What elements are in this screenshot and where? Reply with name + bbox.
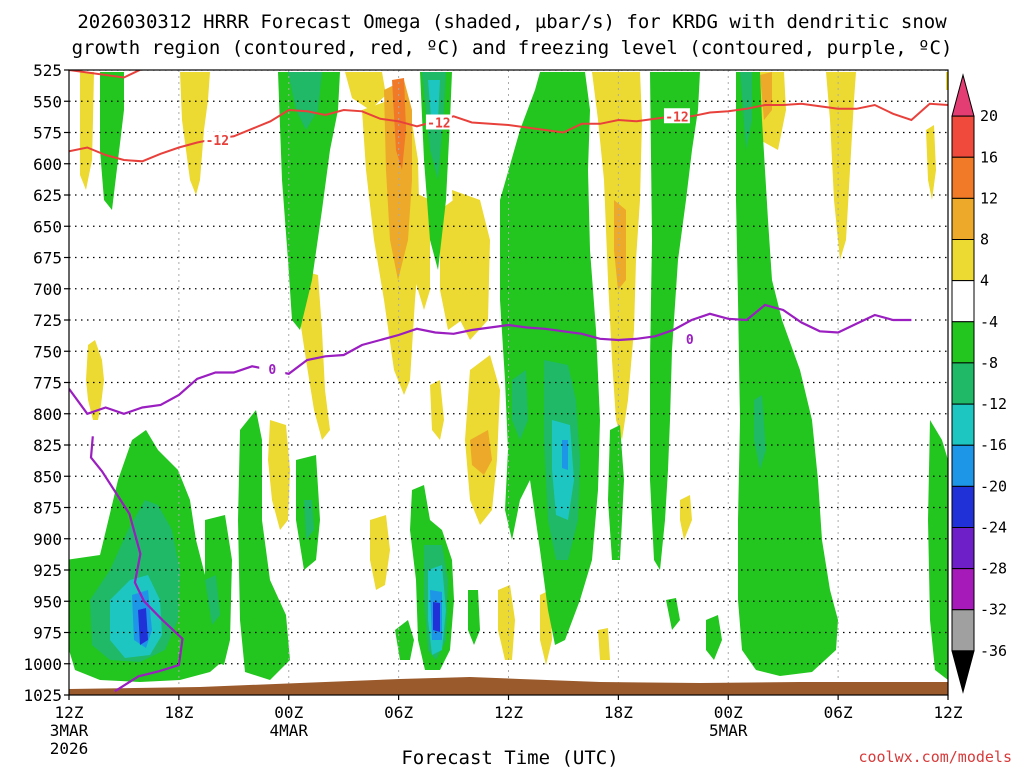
colorbar-label: -12 bbox=[980, 395, 1007, 413]
colorbar-bin bbox=[951, 609, 975, 652]
x-tick-label: 18Z bbox=[164, 703, 193, 722]
x-tick-label: 00Z bbox=[274, 703, 303, 722]
x-tick-date: 3MAR bbox=[50, 721, 89, 740]
y-tick-label: 550 bbox=[33, 92, 62, 111]
colorbar-bin bbox=[951, 362, 975, 405]
x-tick-label: 12Z bbox=[934, 703, 963, 722]
dgz-contour-upper-line bbox=[69, 70, 143, 79]
credit-text: coolwx.com/models bbox=[858, 748, 1012, 766]
contour-label-bg bbox=[204, 132, 231, 147]
y-tick-label: 925 bbox=[33, 561, 62, 580]
x-tick-label: 12Z bbox=[55, 703, 84, 722]
y-tick-label: 875 bbox=[33, 499, 62, 518]
y-tick-label: 750 bbox=[33, 342, 62, 361]
contour-label-bg bbox=[425, 114, 452, 130]
colorbar-bin bbox=[951, 115, 975, 158]
y-tick-label: 700 bbox=[33, 280, 62, 299]
ground-terrain bbox=[69, 677, 948, 695]
y-tick-label: 600 bbox=[33, 155, 62, 174]
chart-title-line2: growth region (contoured, red, ºC) and f… bbox=[72, 37, 953, 59]
x-tick-label: 12Z bbox=[494, 703, 523, 722]
y-tick-label: 725 bbox=[33, 311, 62, 330]
colorbar-bin bbox=[951, 197, 975, 241]
colorbar-bin bbox=[951, 403, 975, 446]
colorbar-bin bbox=[951, 73, 975, 117]
y-tick-label: 950 bbox=[33, 592, 62, 611]
colorbar-bin bbox=[951, 280, 975, 323]
x-tick-label: 06Z bbox=[384, 703, 413, 722]
colorbar-label: -8 bbox=[980, 354, 998, 372]
omega-shading bbox=[69, 72, 948, 682]
contour-label: 0 bbox=[686, 333, 694, 348]
colorbar-label: -32 bbox=[980, 601, 1007, 619]
colorbar-label: 8 bbox=[980, 231, 989, 249]
y-tick-label: 825 bbox=[33, 436, 62, 455]
y-tick-label: 775 bbox=[33, 374, 62, 393]
x-tick-label: 06Z bbox=[824, 703, 853, 722]
y-axis: 525 550 575 600 625 650 675 700 725 750 775 800 825 8… bbox=[23, 61, 69, 705]
colorbar-label: -24 bbox=[980, 518, 1007, 536]
y-tick-label: 975 bbox=[33, 624, 62, 643]
y-tick-label: 525 bbox=[33, 61, 62, 80]
colorbar-label: 20 bbox=[980, 107, 998, 125]
colorbar-label: -28 bbox=[980, 560, 1007, 578]
colorbar-bin bbox=[951, 156, 975, 199]
y-tick-label: 675 bbox=[33, 249, 62, 268]
x-tick-label: 18Z bbox=[604, 703, 633, 722]
y-tick-label: 850 bbox=[33, 467, 62, 486]
contour-label-bg bbox=[259, 360, 286, 376]
x-tick-date: 5MAR bbox=[709, 721, 748, 740]
omega-negative-extreme bbox=[138, 602, 440, 645]
colorbar-label: 4 bbox=[980, 272, 989, 290]
contour-label: -12 bbox=[206, 134, 229, 149]
colorbar-label: -16 bbox=[980, 436, 1007, 454]
colorbar-bin bbox=[951, 321, 975, 364]
y-tick-label: 625 bbox=[33, 186, 62, 205]
colorbar-label: 16 bbox=[980, 148, 998, 166]
y-tick-label: 1000 bbox=[23, 655, 62, 674]
y-tick-label: 650 bbox=[33, 217, 62, 236]
y-tick-label: 900 bbox=[33, 530, 62, 549]
x-tick-label: 00Z bbox=[714, 703, 743, 722]
x-tick-year: 2026 bbox=[50, 739, 89, 758]
contour-labels: -12 -12 -12 0 0 bbox=[204, 108, 703, 378]
colorbar-bin bbox=[951, 485, 975, 528]
y-tick-label: 800 bbox=[33, 405, 62, 424]
y-tick-label: 575 bbox=[33, 124, 62, 143]
y-tick-label: 1025 bbox=[23, 686, 62, 705]
colorbar-bin bbox=[951, 568, 975, 611]
colorbar: 20 16 12 8 4 -4 -8 -12 -16 -20 -24 -28 -32 -36 bbox=[951, 73, 1007, 694]
contour-label-bg bbox=[676, 330, 703, 346]
grid-lines bbox=[69, 70, 948, 695]
colorbar-bin bbox=[951, 444, 975, 487]
x-axis-label: Forecast Time (UTC) bbox=[401, 747, 618, 768]
colorbar-label: -4 bbox=[980, 313, 998, 331]
colorbar-bin bbox=[951, 650, 975, 694]
contour-label-bg bbox=[663, 108, 690, 124]
plot-area: -12 -12 -12 0 0 bbox=[69, 70, 948, 695]
contour-label: -12 bbox=[427, 117, 450, 132]
colorbar-label: -20 bbox=[980, 477, 1007, 495]
chart-title-line1: 2026030312 HRRR Forecast Omega (shaded, … bbox=[77, 11, 947, 33]
colorbar-label: 12 bbox=[980, 189, 998, 207]
freezing-level-lower-line bbox=[89, 436, 184, 693]
freezing-level-line bbox=[69, 303, 912, 416]
contour-label: -12 bbox=[665, 110, 688, 125]
colorbar-bin bbox=[951, 239, 975, 282]
x-tick-date: 4MAR bbox=[269, 721, 308, 740]
colorbar-label: -36 bbox=[980, 642, 1007, 660]
contour-label: 0 bbox=[268, 363, 276, 378]
colorbar-bin bbox=[951, 526, 975, 570]
